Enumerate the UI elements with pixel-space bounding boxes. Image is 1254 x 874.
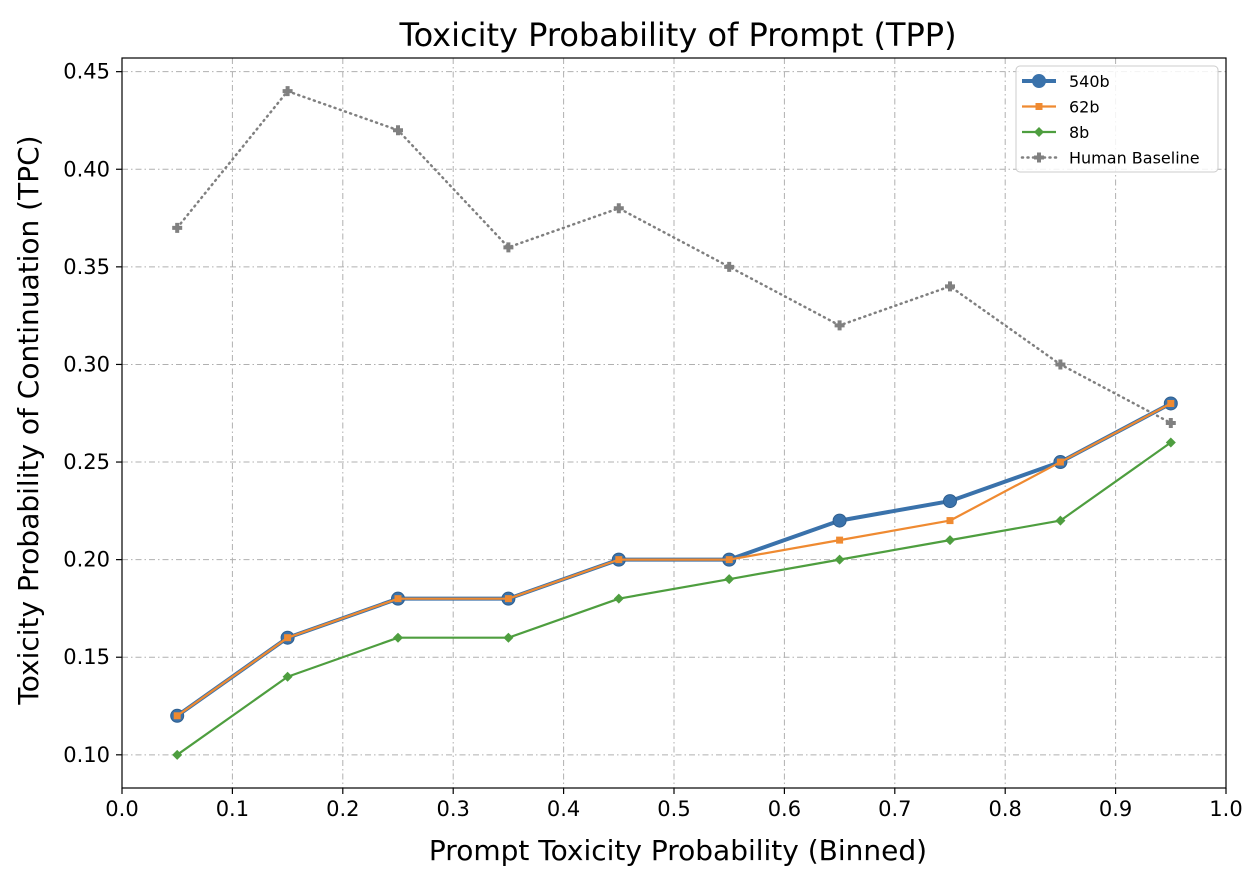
- y-tick-label: 0.15: [63, 645, 110, 669]
- data-point-marker: [725, 556, 733, 564]
- y-axis-label: Toxicity Probability of Continuation (TP…: [12, 135, 45, 705]
- data-point-marker: [1165, 437, 1176, 448]
- data-point-marker: [834, 320, 845, 331]
- x-tick-label: 0.2: [326, 797, 359, 821]
- y-tick-label: 0.20: [63, 548, 110, 572]
- data-point-marker: [834, 554, 845, 565]
- series-line-8b: [176, 441, 1172, 756]
- legend-item-62b: 62b: [1022, 98, 1100, 117]
- x-tick-label: 0.7: [878, 797, 911, 821]
- data-point-marker: [832, 513, 847, 528]
- legend-item-human-baseline: Human Baseline: [1020, 149, 1200, 168]
- legend: 540b 62b 8b Human Baseline: [1015, 65, 1219, 173]
- x-tick-label: 0.3: [436, 797, 469, 821]
- data-point-marker: [394, 595, 402, 603]
- data-point-marker: [1034, 152, 1044, 163]
- data-point-marker: [724, 261, 735, 272]
- series-layer: [170, 86, 1178, 760]
- data-point-marker: [393, 125, 403, 136]
- x-tick-label: 0.9: [1099, 797, 1132, 821]
- data-point-marker: [282, 671, 293, 682]
- data-point-marker: [393, 632, 403, 643]
- series-8b: [172, 437, 1176, 760]
- data-point-marker: [945, 535, 955, 546]
- legend-item-8b: 8b: [1022, 123, 1089, 142]
- x-tick-label: 1.0: [1209, 797, 1242, 821]
- data-point-marker: [615, 556, 623, 564]
- data-point-marker: [946, 517, 954, 525]
- x-tick-label: 0.1: [216, 797, 249, 821]
- ticks-layer: 0.0 0.1 0.2 0.3 0.4 0.5 0.6 0.7 0.8 0.9 1.0 0.10 0.1…: [63, 60, 1242, 821]
- series-62b: [173, 399, 1175, 720]
- series-human-baseline: [172, 86, 1176, 428]
- data-point-marker: [172, 749, 183, 760]
- x-tick-label: 0.6: [768, 797, 801, 821]
- y-tick-label: 0.10: [63, 743, 110, 767]
- x-tick-label: 0.4: [547, 797, 580, 821]
- x-tick-label: 0.8: [988, 797, 1021, 821]
- data-point-marker: [613, 593, 624, 604]
- data-point-marker: [503, 632, 514, 643]
- legend-label: 62b: [1069, 98, 1100, 117]
- data-point-marker: [724, 574, 735, 585]
- x-tick-label: 0.0: [105, 797, 138, 821]
- data-point-marker: [1032, 74, 1046, 88]
- legend-box: [1015, 65, 1219, 173]
- x-axis-label: Prompt Toxicity Probability (Binned): [429, 834, 927, 867]
- series-line-62b: [176, 402, 1172, 717]
- data-point-marker: [172, 222, 183, 233]
- y-tick-label: 0.30: [63, 352, 110, 376]
- data-point-marker: [503, 242, 514, 253]
- data-point-marker: [836, 536, 844, 544]
- data-point-marker: [613, 203, 624, 214]
- data-point-marker: [943, 494, 957, 509]
- data-point-marker: [284, 634, 292, 642]
- series-line-human-baseline: [175, 89, 1173, 425]
- data-point-marker: [1055, 359, 1066, 370]
- y-tick-label: 0.40: [63, 157, 110, 181]
- data-point-marker: [1056, 458, 1064, 466]
- legend-label: Human Baseline: [1069, 149, 1200, 168]
- y-tick-label: 0.25: [63, 450, 110, 474]
- data-point-marker: [1167, 399, 1175, 407]
- data-point-marker: [1055, 515, 1066, 526]
- x-tick-label: 0.5: [657, 797, 690, 821]
- legend-label: 8b: [1069, 123, 1089, 142]
- chart-title: Toxicity Probability of Prompt (TPP): [398, 16, 956, 54]
- y-tick-label: 0.45: [63, 60, 110, 84]
- data-point-marker: [504, 595, 512, 603]
- data-point-marker: [1035, 103, 1043, 110]
- data-point-marker: [282, 86, 293, 97]
- y-tick-label: 0.35: [63, 255, 110, 279]
- data-point-marker: [173, 712, 181, 720]
- legend-label: 540b: [1069, 72, 1110, 91]
- data-point-marker: [1165, 418, 1176, 428]
- data-point-marker: [1034, 127, 1044, 137]
- data-point-marker: [945, 281, 955, 292]
- legend-item-540b: 540b: [1022, 72, 1110, 91]
